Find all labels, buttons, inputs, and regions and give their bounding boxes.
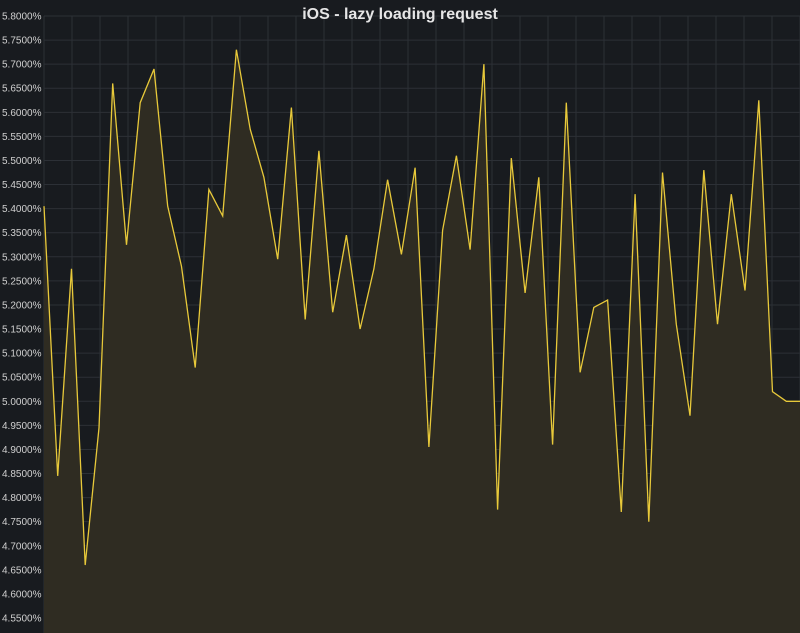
data-point bbox=[276, 257, 280, 261]
data-point bbox=[386, 178, 390, 182]
y-tick-label: 4.8000% bbox=[2, 493, 42, 504]
y-tick-label: 5.2000% bbox=[2, 300, 42, 311]
data-point bbox=[496, 508, 500, 512]
data-point bbox=[358, 327, 362, 331]
data-point bbox=[633, 192, 637, 196]
data-point bbox=[743, 289, 747, 293]
data-point bbox=[248, 127, 252, 131]
y-tick-label: 5.1000% bbox=[2, 349, 42, 360]
data-point bbox=[138, 101, 142, 105]
y-tick-label: 5.1500% bbox=[2, 325, 42, 336]
series-line bbox=[42, 48, 800, 567]
data-point bbox=[152, 67, 156, 71]
y-tick-label: 4.8500% bbox=[2, 469, 42, 480]
data-point bbox=[125, 243, 129, 247]
y-tick-label: 5.0500% bbox=[2, 373, 42, 384]
data-point bbox=[509, 156, 513, 160]
y-tick-label: 5.6000% bbox=[2, 108, 42, 119]
data-point bbox=[193, 366, 197, 370]
data-point bbox=[111, 81, 115, 85]
data-point bbox=[784, 399, 788, 403]
data-point bbox=[372, 267, 376, 271]
data-point bbox=[399, 252, 403, 256]
data-point bbox=[166, 204, 170, 208]
data-point bbox=[592, 305, 596, 309]
y-tick-label: 5.0000% bbox=[2, 397, 42, 408]
y-tick-label: 5.3500% bbox=[2, 228, 42, 239]
y-tick-label: 4.9500% bbox=[2, 421, 42, 432]
data-point bbox=[262, 175, 266, 179]
y-tick-label: 5.8000% bbox=[2, 12, 42, 23]
data-point bbox=[564, 101, 568, 105]
data-point bbox=[427, 445, 431, 449]
y-tick-label: 5.5500% bbox=[2, 132, 42, 143]
y-tick-label: 5.3000% bbox=[2, 252, 42, 263]
y-tick-label: 5.4000% bbox=[2, 204, 42, 215]
data-point bbox=[303, 317, 307, 321]
data-point bbox=[674, 322, 678, 326]
data-point bbox=[70, 267, 74, 271]
data-point bbox=[413, 166, 417, 170]
y-tick-label: 4.5500% bbox=[2, 614, 42, 625]
data-point bbox=[56, 474, 60, 478]
data-point bbox=[482, 62, 486, 66]
data-point bbox=[523, 291, 527, 295]
y-tick-label: 5.2500% bbox=[2, 276, 42, 287]
series-polyline bbox=[43, 49, 800, 566]
data-point bbox=[180, 264, 184, 268]
y-tick-label: 4.9000% bbox=[2, 445, 42, 456]
data-point bbox=[716, 322, 720, 326]
y-tick-label: 4.6000% bbox=[2, 589, 42, 600]
data-point bbox=[537, 175, 541, 179]
data-point bbox=[551, 443, 555, 447]
data-point bbox=[688, 414, 692, 418]
data-point bbox=[317, 149, 321, 153]
data-point bbox=[83, 563, 87, 567]
data-point bbox=[234, 48, 238, 52]
data-point bbox=[647, 520, 651, 524]
data-point bbox=[578, 370, 582, 374]
data-point bbox=[207, 187, 211, 191]
data-point bbox=[454, 154, 458, 158]
data-point bbox=[729, 192, 733, 196]
y-tick-label: 5.5000% bbox=[2, 156, 42, 167]
y-tick-label: 4.7000% bbox=[2, 541, 42, 552]
data-point bbox=[42, 204, 46, 208]
y-tick-label: 5.4500% bbox=[2, 180, 42, 191]
y-tick-label: 5.7000% bbox=[2, 60, 42, 71]
data-point bbox=[331, 310, 335, 314]
data-point bbox=[97, 426, 101, 430]
y-tick-label: 4.7500% bbox=[2, 517, 42, 528]
data-point bbox=[771, 390, 775, 394]
data-point bbox=[344, 233, 348, 237]
data-point bbox=[441, 228, 445, 232]
y-axis-ticks: 4.5500% 4.6000% 4.6500% 4.7000% 4.7500% 4.800… bbox=[2, 12, 42, 625]
y-tick-label: 5.7500% bbox=[2, 36, 42, 47]
data-point bbox=[757, 98, 761, 102]
y-tick-label: 5.6500% bbox=[2, 84, 42, 95]
data-point bbox=[606, 298, 610, 302]
data-point bbox=[702, 168, 706, 172]
data-point bbox=[289, 106, 293, 110]
data-point bbox=[661, 171, 665, 175]
y-tick-label: 4.6500% bbox=[2, 565, 42, 576]
data-point bbox=[221, 214, 225, 218]
chart-title: iOS - lazy loading request bbox=[302, 6, 498, 23]
data-point bbox=[619, 510, 623, 514]
area-fill bbox=[44, 49, 800, 633]
data-point bbox=[468, 248, 472, 252]
